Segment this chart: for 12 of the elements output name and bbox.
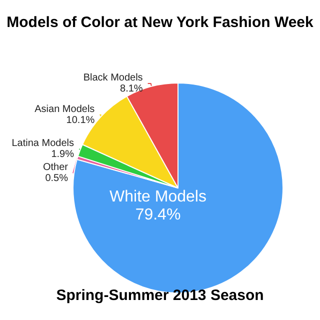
data-label: 79.4% [135,206,181,224]
slice-label: Latina Models [12,138,74,150]
data-label: 1.9% [51,149,74,160]
data-label: 0.5% [45,173,68,184]
slice-label: Black Models [83,72,143,84]
slice-label: Other [42,162,69,174]
data-label: 8.1% [120,83,143,94]
data-label: 10.1% [66,114,95,126]
slice-label: White Models [110,188,206,206]
slice-label: Asian Models [34,104,95,115]
text: Spring-Summer 2013 Season [56,287,264,304]
chart-title: Models of Color at New York Fashion Week [6,14,314,31]
